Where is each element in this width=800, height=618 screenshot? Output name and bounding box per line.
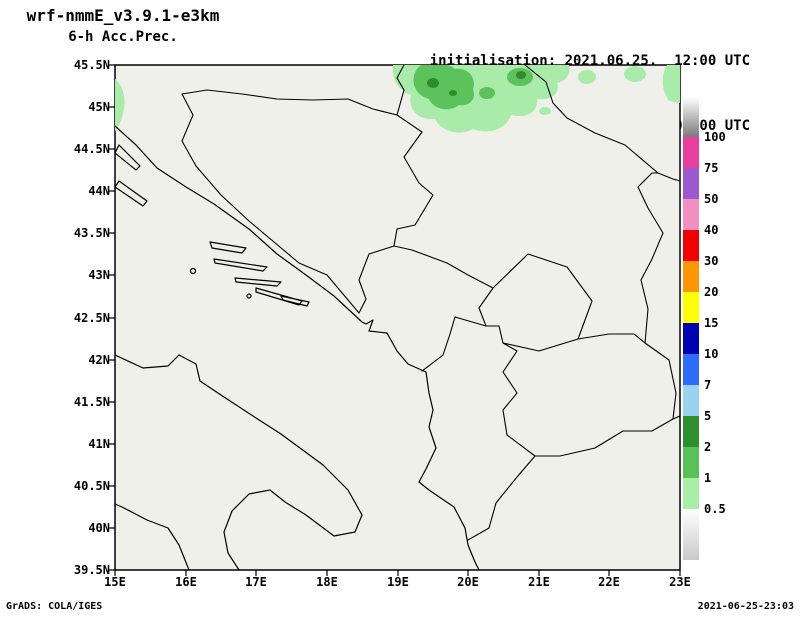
colorbar-segment [683,416,699,447]
coastlines [115,125,480,570]
legend-value: 5 [704,409,712,423]
grads-credit: GrADS: COLA/IGES [6,601,103,612]
lon-tick-label: 21E [528,575,550,589]
lon-tick-label: 16E [175,575,197,589]
legend-value: 75 [704,161,719,175]
product-name: 6-h Acc.Prec. [68,29,178,45]
country-borders [181,65,680,541]
lon-tick-label: 18E [316,575,338,589]
lat-tick-label: 45.5N [73,58,110,72]
lat-tick-label: 39.5N [73,563,110,577]
model-name: wrf-nmmE_v3.9.1-e3km [26,6,220,25]
precip-shading-dark [427,71,526,96]
italy-adriatic-coastline [115,354,363,570]
legend-value: 0.5 [704,502,726,516]
adriatic-coastline [115,125,480,570]
lat-tick-label: 42.5N [73,311,110,325]
lat-tick-label: 44N [88,184,110,198]
lat-tick-label: 41N [88,437,110,451]
left-tick-marks [109,64,115,571]
colorbar-segment [683,230,699,261]
lat-tick-label: 43N [88,268,110,282]
colorbar-segment [683,478,699,509]
lon-tick-label: 17E [245,575,267,589]
colorbar-segment-over-100 [683,97,699,137]
lat-tick-label: 44.5N [73,142,110,156]
colorbar-segment [683,199,699,230]
colorbar-segment [683,385,699,416]
colorbar [683,97,699,560]
lat-tick-label: 43.5N [73,226,110,240]
legend-value: 15 [704,316,719,330]
map-graphic [109,64,681,576]
legend-value: 40 [704,223,719,237]
colorbar-segment [683,261,699,292]
colorbar-segment [683,137,699,168]
render-timestamp: 2021-06-25-23:03 [697,601,794,612]
dalmatian-islands [115,144,310,307]
lon-tick-label: 23E [669,575,691,589]
lon-tick-label: 19E [387,575,409,589]
legend-value: 20 [704,285,719,299]
italy-tyrrhenian-coastline [115,503,190,570]
colorbar-segment [683,168,699,199]
lon-tick-label: 22E [598,575,620,589]
lon-tick-label: 15E [104,575,126,589]
colorbar-segment [683,354,699,385]
model-title-block: wrf-nmmE_v3.9.1-e3km 6-h Acc.Prec. [8,6,238,45]
lat-tick-label: 40.5N [73,479,110,493]
legend-value: 10 [704,347,719,361]
legend-value: 30 [704,254,719,268]
colorbar-segment [683,292,699,323]
map-background [114,64,681,571]
bottom-tick-marks [114,570,681,576]
legend-value: 50 [704,192,719,206]
legend-value: 2 [704,440,712,454]
legend-value: 7 [704,378,712,392]
colorbar-segment [683,447,699,478]
lon-tick-label: 20E [457,575,479,589]
legend-value: 1 [704,471,712,485]
colorbar-segment [683,323,699,354]
lat-tick-label: 42N [88,353,110,367]
lat-tick-label: 41.5N [73,395,110,409]
lat-tick-label: 40N [88,521,110,535]
legend-value: 100 [704,130,726,144]
colorbar-segment-under-05 [683,509,699,560]
island-lastovo [246,293,252,299]
lat-tick-label: 45N [88,100,110,114]
island-vis [189,267,197,275]
